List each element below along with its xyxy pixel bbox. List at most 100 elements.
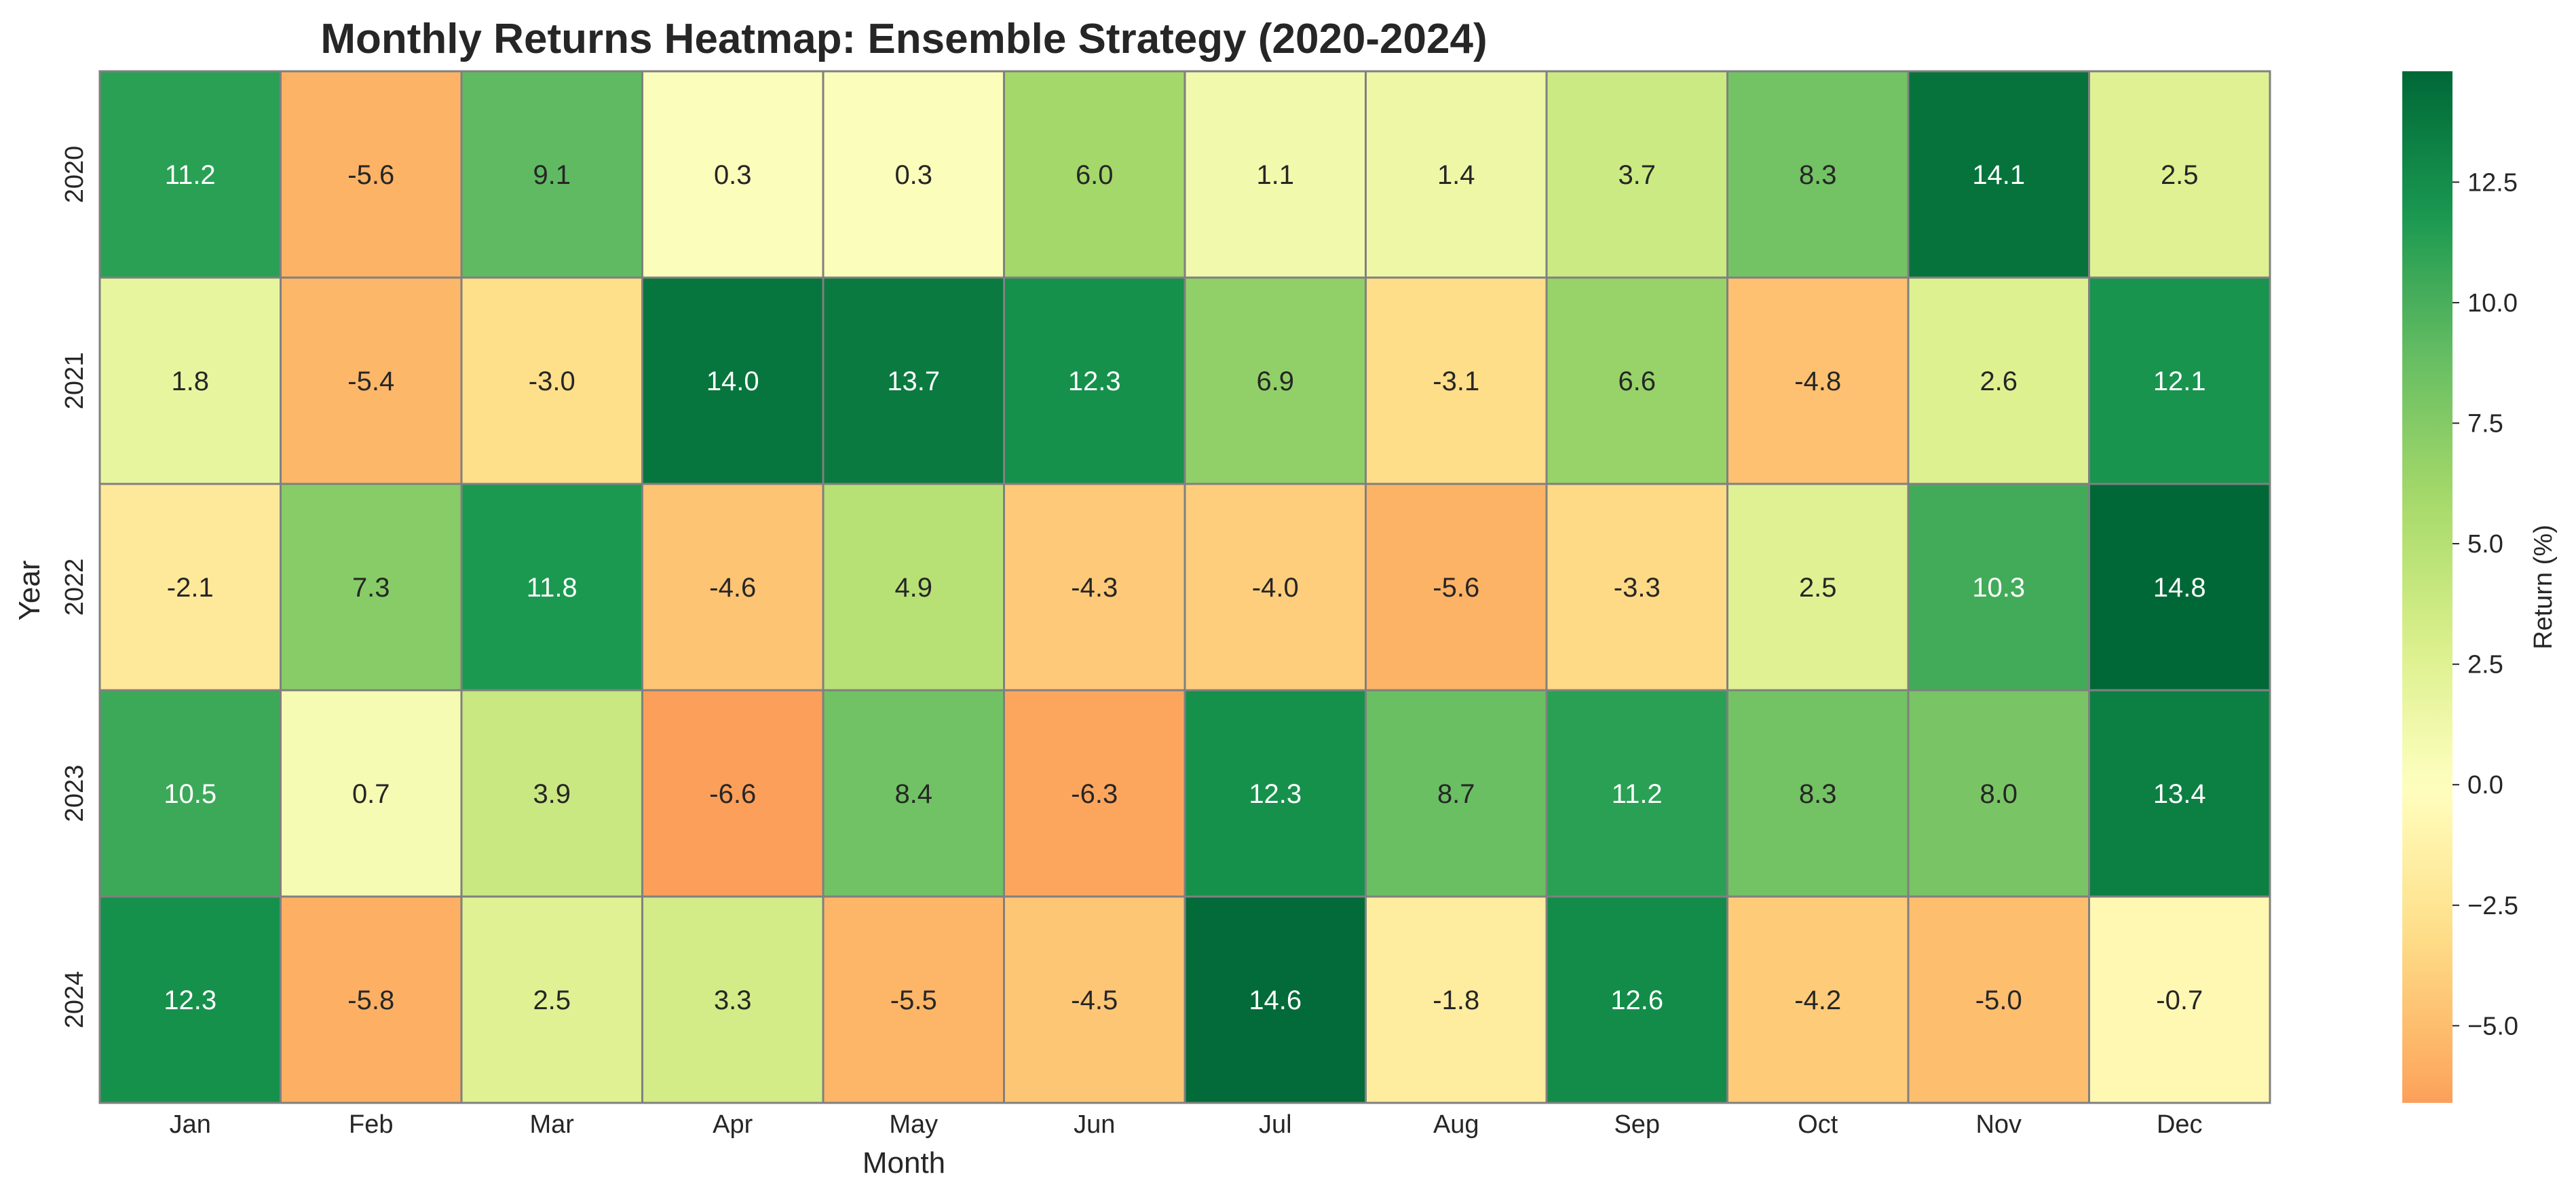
colorbar-ticks: −5.0 −2.5 0.0 2.5 5.0 7.5 10.0 12.5 — [2452, 168, 2518, 1040]
cell-value-label: -1.8 — [1433, 985, 1479, 1015]
x-tick-label: May — [889, 1110, 938, 1139]
heatmap-cell-2024-May — [822, 895, 1005, 1104]
heatmap-cell-2022-May — [822, 483, 1005, 692]
cell-value-label: -5.5 — [890, 985, 937, 1015]
heatmap-cell-2020-Apr — [641, 70, 825, 279]
cell-value-label: -3.3 — [1614, 573, 1661, 603]
cell-value-label: 4.9 — [894, 573, 932, 603]
cell-value-label: -5.4 — [347, 366, 394, 396]
colorbar-tick-label: 7.5 — [2467, 410, 2503, 438]
cell-value-label: -4.3 — [1071, 573, 1118, 603]
colorbar-tick-label: 2.5 — [2467, 651, 2503, 679]
cell-value-label: -0.7 — [2156, 985, 2203, 1015]
cell-value-label: 7.3 — [352, 573, 390, 603]
heatmap-cell-2024-Aug — [1365, 895, 1548, 1104]
heatmap-cell-2021-Feb — [280, 276, 463, 485]
heatmap-cell-2023-Nov — [1907, 689, 2090, 898]
heatmap-cell-2021-Jan — [98, 276, 282, 485]
cell-value-label: 10.5 — [164, 779, 216, 809]
y-tick-label: 2020 — [60, 146, 89, 204]
x-axis-label: Month — [863, 1146, 945, 1180]
cell-value-label: 0.7 — [352, 779, 390, 809]
heatmap-cell-2023-Mar — [460, 689, 643, 898]
x-tick-label: Apr — [713, 1110, 753, 1139]
heatmap-cell-2021-Apr — [641, 276, 825, 485]
heatmap-cell-2020-Mar — [460, 70, 643, 279]
colorbar-tick-label: 0.0 — [2467, 771, 2503, 799]
cell-value-label: 2.5 — [1799, 573, 1837, 603]
heatmap-cell-2024-Oct — [1726, 895, 1910, 1104]
y-tick-label: 2022 — [60, 559, 89, 616]
heatmap-cell-2020-Jan — [98, 70, 282, 279]
heatmap-cell-2022-Jan — [98, 483, 282, 692]
x-tick-label: Aug — [1433, 1110, 1479, 1139]
cell-value-label: 6.9 — [1256, 366, 1294, 396]
heatmap-cell-2024-Mar — [460, 895, 643, 1104]
cell-value-label: -5.6 — [1433, 573, 1479, 603]
cell-value-label: 14.6 — [1249, 985, 1302, 1015]
colorbar-gradient — [2402, 71, 2452, 1103]
heatmap-cell-2023-Feb — [280, 689, 463, 898]
cell-value-label: 8.3 — [1799, 779, 1837, 809]
cell-value-label: 11.8 — [527, 573, 577, 603]
heatmap-cell-2023-Apr — [641, 689, 825, 898]
cell-value-label: -5.8 — [347, 985, 394, 1015]
heatmap-cell-2022-Apr — [641, 483, 825, 692]
cell-value-label: 2.6 — [1980, 366, 2018, 396]
heatmap-cell-2024-Jan — [98, 895, 282, 1104]
colorbar: −5.0 −2.5 0.0 2.5 5.0 7.5 10.0 12.5 Return (%) — [2402, 71, 2558, 1103]
heatmap-cell-2021-Mar — [460, 276, 643, 485]
cell-value-label: 8.0 — [1980, 779, 2018, 809]
heatmap-cell-2022-Nov — [1907, 483, 2090, 692]
heatmap-cell-2021-Jul — [1183, 276, 1367, 485]
colorbar-tick-label: 12.5 — [2467, 168, 2518, 197]
x-tick-label: Oct — [1798, 1110, 1838, 1139]
cell-value-label: 1.8 — [171, 366, 209, 396]
heatmap-cell-2023-Sep — [1545, 689, 1728, 898]
cell-value-label: 13.7 — [887, 366, 940, 396]
cell-value-label: 1.4 — [1437, 160, 1475, 190]
cell-value-label: 12.3 — [164, 985, 216, 1015]
cell-value-label: 8.3 — [1799, 160, 1837, 190]
colorbar-tick-label: −5.0 — [2467, 1012, 2518, 1040]
cell-value-label: 9.1 — [533, 160, 571, 190]
x-tick-label: Jun — [1074, 1110, 1115, 1139]
cell-value-label: -4.6 — [709, 573, 756, 603]
cell-value-label: 2.5 — [2161, 160, 2199, 190]
heatmap-cell-2022-Mar — [460, 483, 643, 692]
x-tick-label: Nov — [1975, 1110, 2022, 1139]
cell-value-label: 3.9 — [533, 779, 571, 809]
cell-value-label: 0.3 — [894, 160, 932, 190]
cell-value-label: 3.7 — [1618, 160, 1656, 190]
x-axis-ticks: Jan Feb Mar Apr May Jun Jul Aug Sep Oct Nov Dec — [170, 1110, 2203, 1139]
chart-title: Monthly Returns Heatmap: Ensemble Strate… — [320, 16, 1487, 62]
cell-value-label: 14.1 — [1972, 160, 2025, 190]
cell-value-label: 10.3 — [1972, 573, 2025, 603]
colorbar-tick-label: 10.0 — [2467, 289, 2518, 318]
cell-value-label: 11.2 — [1612, 779, 1663, 809]
cell-value-label: 12.3 — [1249, 779, 1302, 809]
cell-value-label: -6.3 — [1071, 779, 1118, 809]
heatmap-cell-2022-Dec — [2088, 483, 2271, 692]
heatmap-cell-2021-May — [822, 276, 1005, 485]
heatmap-cell-2021-Sep — [1545, 276, 1728, 485]
x-tick-label: Feb — [349, 1110, 393, 1139]
cell-value-label: -3.1 — [1433, 366, 1479, 396]
heatmap-cell-2022-Jul — [1183, 483, 1367, 692]
heatmap-cell-2024-Jun — [1003, 895, 1186, 1104]
y-tick-label: 2021 — [60, 352, 89, 410]
cell-value-label: -6.6 — [709, 779, 756, 809]
heatmap-cell-2020-Jun — [1003, 70, 1186, 279]
heatmap-cell-2021-Aug — [1365, 276, 1548, 485]
heatmap-cell-2020-Oct — [1726, 70, 1910, 279]
cell-value-label: 6.0 — [1076, 160, 1114, 190]
y-axis-label: Year — [13, 561, 46, 621]
heatmap-cell-2020-Dec — [2088, 70, 2271, 279]
colorbar-tick-label: −2.5 — [2467, 892, 2518, 920]
cell-value-label: -4.0 — [1252, 573, 1299, 603]
heatmap-cell-2023-Jan — [98, 689, 282, 898]
x-tick-label: Dec — [2157, 1110, 2203, 1139]
cell-value-label: 14.0 — [706, 366, 759, 396]
cell-value-label: 8.4 — [894, 779, 932, 809]
cell-value-label: 8.7 — [1437, 779, 1475, 809]
